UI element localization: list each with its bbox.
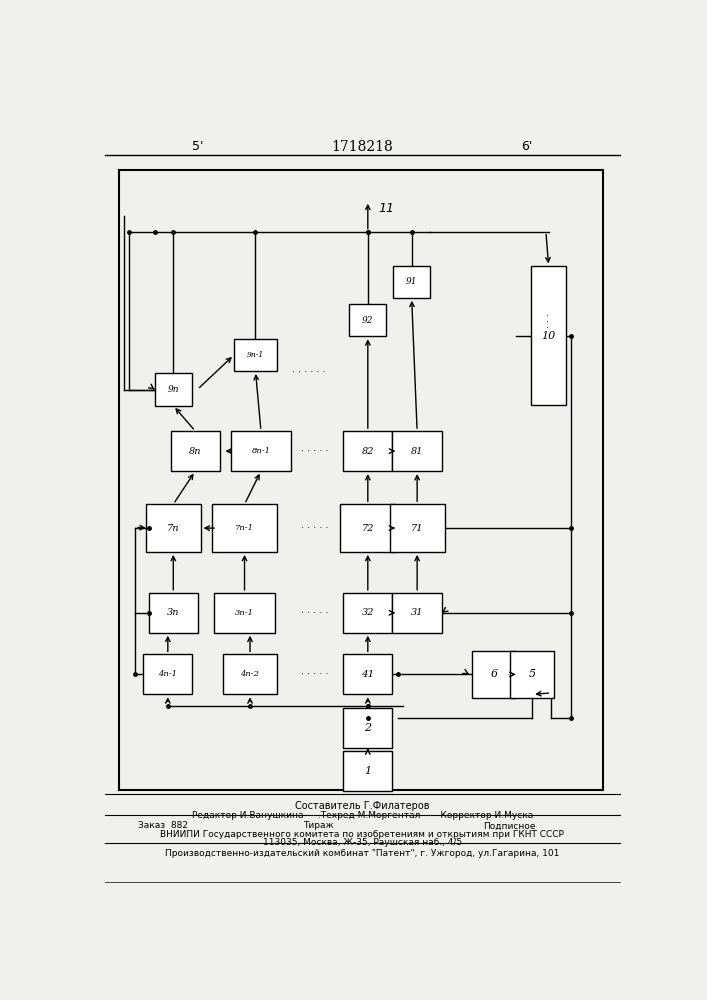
Text: 31: 31	[411, 608, 423, 617]
Bar	[349, 304, 387, 336]
Bar	[341, 504, 395, 552]
Bar	[343, 751, 392, 791]
Bar	[343, 593, 392, 633]
Text: 3n-1: 3n-1	[235, 609, 254, 617]
Bar	[170, 431, 220, 471]
Text: 6': 6'	[521, 140, 532, 153]
Bar	[211, 504, 277, 552]
Bar	[390, 504, 445, 552]
Text: 1: 1	[364, 766, 371, 776]
Text: 7n-1: 7n-1	[235, 524, 254, 532]
Text: 81: 81	[411, 447, 423, 456]
Bar	[531, 266, 566, 405]
Bar	[393, 266, 431, 298]
Bar	[146, 504, 201, 552]
Text: 1718218: 1718218	[332, 140, 393, 154]
Text: Производственно-издательский комбинат "Патент", г. Ужгород, ул.Гагарина, 101: Производственно-издательский комбинат "П…	[165, 849, 559, 858]
Text: Составитель Г.Филатеров: Составитель Г.Филатеров	[295, 801, 430, 811]
Bar	[472, 651, 515, 698]
Bar	[144, 654, 192, 694]
Bar	[392, 431, 442, 471]
Text: 72: 72	[361, 524, 374, 533]
Text: Редактор И.Ванушкина     .Техред М.Моргентал       Корректор И.Муска: Редактор И.Ванушкина .Техред М.Моргентал…	[192, 811, 533, 820]
Text: 5: 5	[529, 669, 536, 679]
Text: Заказ  882: Заказ 882	[138, 821, 187, 830]
Text: 6: 6	[490, 669, 498, 679]
Text: 82: 82	[361, 447, 374, 456]
Bar	[343, 654, 392, 694]
Bar	[343, 708, 392, 748]
Bar	[230, 431, 291, 471]
Bar	[223, 654, 277, 694]
Text: 41: 41	[361, 670, 375, 679]
Bar	[148, 593, 198, 633]
Text: 8n-1: 8n-1	[252, 447, 271, 455]
Text: 9n: 9n	[168, 385, 179, 394]
Text: 2: 2	[364, 723, 371, 733]
Text: 4n-2: 4n-2	[240, 670, 259, 678]
Text: 9n-1: 9n-1	[247, 351, 264, 359]
Text: 4n-1: 4n-1	[158, 670, 177, 678]
Bar	[234, 339, 277, 371]
Text: 91: 91	[406, 277, 417, 286]
Text: · · ·: · · ·	[544, 313, 554, 328]
Text: · · · · ·: · · · · ·	[300, 523, 328, 533]
Text: · · · · · ·: · · · · · ·	[292, 367, 326, 377]
Text: 11: 11	[379, 202, 395, 215]
Text: 71: 71	[411, 524, 423, 533]
Text: · · · · ·: · · · · ·	[300, 446, 328, 456]
Bar	[155, 373, 192, 406]
Text: 7n: 7n	[167, 524, 180, 533]
Bar	[343, 431, 392, 471]
Text: 5': 5'	[192, 140, 204, 153]
Text: 32: 32	[361, 608, 374, 617]
Text: ВНИИПИ Государственного комитета по изобретениям и открытиям при ГКНТ СССР: ВНИИПИ Государственного комитета по изоб…	[160, 830, 564, 839]
Text: 10: 10	[542, 331, 556, 341]
Text: Тираж: Тираж	[303, 821, 334, 830]
Text: · · · · ·: · · · · ·	[300, 669, 328, 679]
Text: Подписное: Подписное	[483, 821, 535, 830]
Bar	[214, 593, 274, 633]
Text: · · · · ·: · · · · ·	[300, 608, 328, 618]
Bar	[510, 651, 554, 698]
Text: 3n: 3n	[167, 608, 180, 617]
Text: 113035, Москва, Ж-35, Раушская наб., 4/5: 113035, Москва, Ж-35, Раушская наб., 4/5	[263, 838, 462, 847]
Text: 92: 92	[362, 316, 373, 325]
Text: 8n: 8n	[189, 447, 201, 456]
Bar	[392, 593, 442, 633]
Bar	[119, 170, 604, 790]
